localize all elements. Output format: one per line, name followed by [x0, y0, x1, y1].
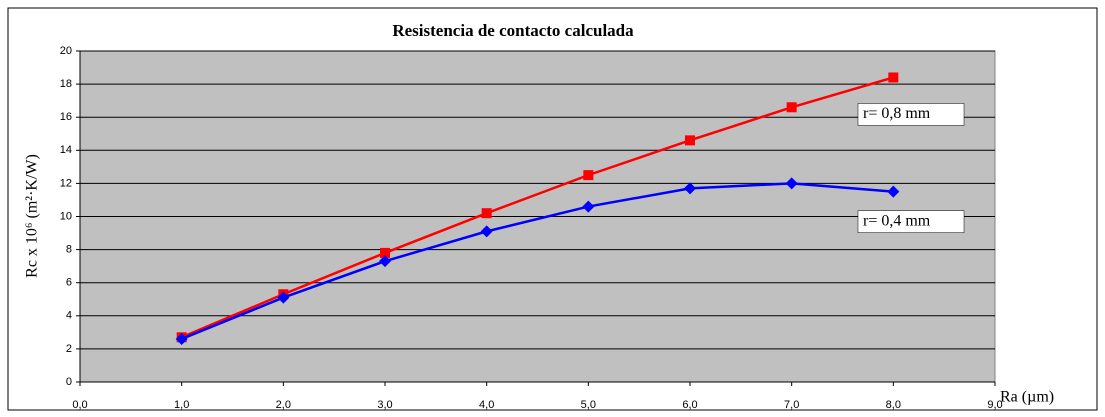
- marker: [380, 247, 390, 258]
- marker: [785, 177, 798, 190]
- marker: [379, 255, 391, 268]
- series-label: r= 0,4 mm: [863, 212, 931, 229]
- marker: [684, 182, 696, 195]
- y-tick-label: 4: [66, 310, 72, 322]
- marker: [887, 185, 900, 198]
- y-tick-label: 8: [66, 244, 72, 256]
- x-axis-label: Ra (µm): [1000, 389, 1054, 406]
- marker: [481, 208, 492, 219]
- x-tick-label: 0,0: [72, 399, 87, 411]
- marker: [175, 332, 188, 345]
- series-label-box: [857, 210, 965, 233]
- y-tick-label: 18: [60, 78, 72, 90]
- chart-title: Resistencia de contacto calculada: [392, 21, 634, 40]
- marker: [277, 291, 290, 304]
- x-tick-label: 6,0: [682, 399, 697, 411]
- y-tick-label: 10: [60, 210, 72, 222]
- y-tick-label: 14: [60, 144, 72, 156]
- y-tick-label: 12: [60, 177, 72, 189]
- x-tick-label: 1,0: [174, 399, 189, 411]
- marker: [786, 102, 797, 113]
- series-label-box: [857, 103, 965, 126]
- y-tick-label: 16: [60, 111, 72, 123]
- series-line: [181, 182, 894, 341]
- y-tick-label: 20: [60, 45, 72, 57]
- x-tick-label: 9,0: [987, 399, 1002, 411]
- x-tick-label: 2,0: [276, 399, 291, 411]
- y-tick-label: 6: [66, 277, 72, 289]
- y-tick-label: 0: [66, 376, 72, 388]
- x-tick-label: 8,0: [886, 399, 901, 411]
- y-axis-label: Rc x 10⁶ (m²·K/W): [24, 154, 41, 278]
- x-tick-label: 5,0: [581, 399, 596, 411]
- marker: [685, 135, 695, 146]
- y-tick-label: 2: [66, 343, 72, 355]
- x-tick-label: 7,0: [784, 399, 799, 411]
- marker: [582, 200, 595, 213]
- series-line: [181, 76, 894, 339]
- marker: [583, 170, 594, 181]
- x-tick-label: 3,0: [377, 399, 392, 411]
- series-label: r= 0,8 mm: [863, 105, 931, 122]
- x-tick-label: 4,0: [479, 399, 494, 411]
- marker: [480, 225, 493, 238]
- marker: [888, 72, 899, 83]
